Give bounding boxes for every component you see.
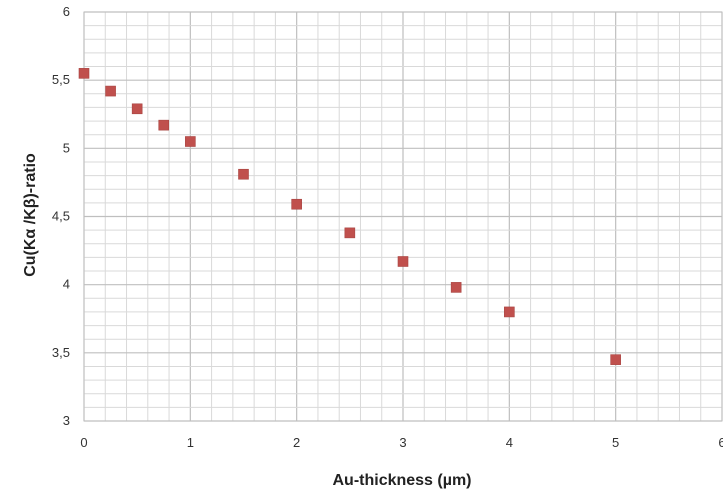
x-tick-label: 0 [80,435,87,450]
marks-layer [78,68,621,365]
y-tick-label: 5 [63,140,70,155]
data-point [504,306,515,318]
x-tick-label: 2 [293,435,300,450]
y-tick-label: 4 [63,277,70,292]
y-axis-title: Cu(Kα /Kβ)-ratio [22,153,39,277]
data-point [291,198,302,210]
data-point [131,103,143,115]
x-tick-label: 3 [399,435,406,450]
y-tick-label: 5,5 [52,72,70,87]
data-point [344,227,356,239]
data-point [78,68,90,79]
grid-layer [83,11,723,422]
data-point [158,119,170,131]
x-axis-title: Au-thickness (µm) [332,472,471,489]
y-tick-label: 4,5 [52,209,70,224]
x-tick-label: 6 [718,435,723,450]
data-point [105,85,116,97]
data-point [610,354,621,365]
data-point [185,136,196,147]
x-tick-label: 4 [506,435,513,450]
data-point [397,256,409,267]
plot-area-border [83,11,723,422]
data-point [450,282,462,293]
y-tick-label: 3 [63,413,70,428]
y-tick-label: 3,5 [52,345,70,360]
x-tick-label: 1 [187,435,194,450]
x-tick-label: 5 [612,435,619,450]
y-tick-label: 6 [63,4,70,19]
data-point [238,168,249,180]
tick-label-layer: 0 1 2 3 4 5 6 3 3,5 4 4,5 5 5,5 6 [52,4,723,450]
